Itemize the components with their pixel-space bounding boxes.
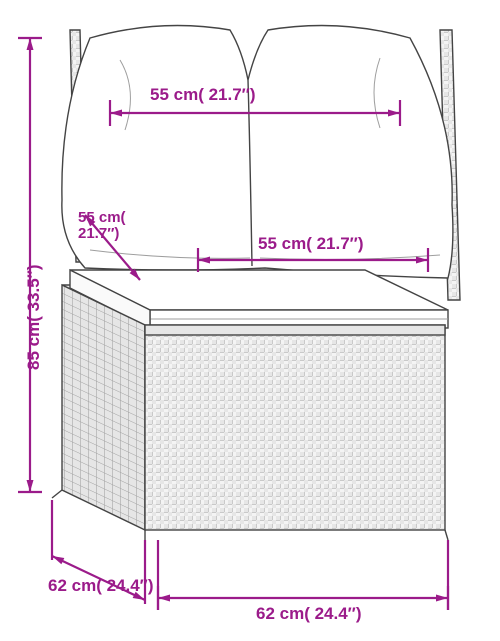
diagram-svg <box>0 0 500 641</box>
back-cushion <box>62 26 453 279</box>
base-front <box>145 325 445 530</box>
dimension-line-depth_floor <box>52 556 145 600</box>
diagram-stage: 55 cm( 21.7″)55 cm( 21.7″)55 cm( 21.7″)8… <box>0 0 500 641</box>
base-side <box>62 285 145 530</box>
